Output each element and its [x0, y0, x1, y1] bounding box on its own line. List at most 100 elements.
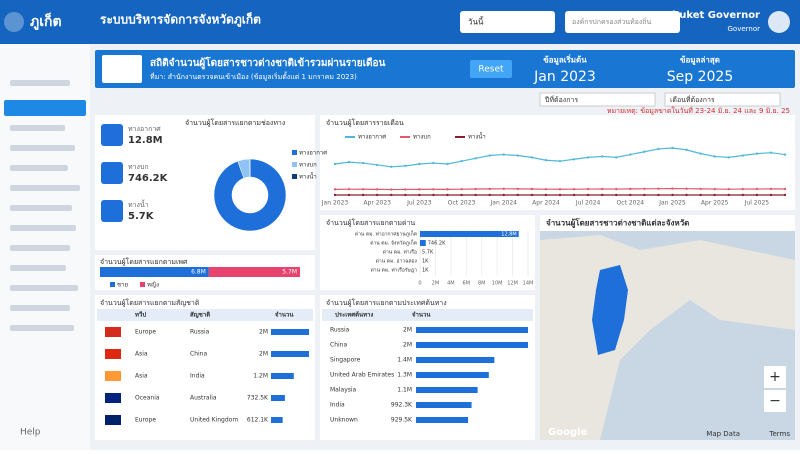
line-point [671, 194, 673, 196]
line-point [517, 188, 519, 190]
line-point [629, 194, 631, 196]
value-label: 2M [403, 342, 412, 349]
x-tick-label: Jan 2023 [321, 200, 349, 207]
donut-title: จำนวนผู้โดยสารแยกตามช่องทาง [185, 118, 285, 127]
value-bar [416, 402, 472, 408]
line-point [474, 157, 476, 159]
line-point [657, 148, 659, 150]
line-point [446, 163, 448, 165]
line-point [699, 188, 701, 190]
value-label: 2M [403, 327, 412, 334]
note: หมายเหตุ: ข้อมูลขาดในวันที่ 23-24 มิ.ย. … [607, 106, 790, 115]
map-terms[interactable]: Terms [768, 430, 790, 438]
line-point [728, 194, 730, 196]
line-point [742, 188, 744, 190]
checkpoint-value: 5.7K [422, 250, 434, 256]
line-point [460, 194, 462, 196]
line-point [685, 149, 687, 151]
line-point [390, 188, 392, 190]
line-point [643, 194, 645, 196]
country: China [190, 351, 207, 358]
value-label: 2M [259, 351, 268, 358]
country: Singapore [330, 357, 361, 364]
country: India [330, 402, 345, 409]
kpi-icon [101, 200, 123, 222]
x-tick-label: Apr 2024 [532, 200, 560, 207]
zoom-in-label[interactable]: + [769, 369, 781, 385]
value-bar [416, 417, 468, 423]
line-point [573, 194, 575, 196]
zoom-out-label[interactable]: − [769, 393, 781, 409]
checkpoint-label: ด่าน ตม. อ่าวฉลอง [376, 259, 418, 265]
line-point [742, 154, 744, 156]
line-point [488, 188, 490, 190]
value-bar [271, 395, 285, 401]
gender-value: 6.8M [191, 269, 206, 276]
line-point [601, 155, 603, 157]
line-point [531, 194, 533, 196]
line-point [615, 156, 617, 158]
value-label: 1.2M [253, 373, 268, 380]
period-filter[interactable]: วันนี้ [468, 16, 484, 27]
map-data[interactable]: Map Data [706, 430, 740, 438]
country: Unknown [330, 417, 358, 424]
line-point [418, 194, 420, 196]
line-point [376, 164, 378, 166]
filter-label[interactable]: เดือนที่ต้องการ [670, 95, 715, 104]
line-point [587, 156, 589, 158]
x-tick-label: 0 [418, 281, 421, 287]
line-point [573, 188, 575, 190]
line-point [404, 188, 406, 190]
brand-logo [768, 11, 790, 33]
kpi-icon [101, 162, 123, 184]
line-point [601, 194, 603, 196]
x-tick-label: Apr 2023 [363, 200, 391, 207]
x-tick-label: Jul 2024 [575, 200, 601, 207]
line-point [784, 188, 786, 190]
line-point [488, 194, 490, 196]
line-point [671, 187, 673, 189]
checkpoint-label: ด่าน ตม. ท่าอากาศยานภูเก็ต [355, 230, 417, 238]
legend-label: ทางอากาศ [358, 134, 386, 141]
column-header: จำนวน [412, 311, 431, 319]
value-bar [271, 351, 309, 357]
line-point [334, 194, 336, 196]
banner-logo [102, 55, 142, 83]
line-point [559, 188, 561, 190]
country: India [190, 373, 205, 380]
line-point [643, 151, 645, 153]
search-placeholder[interactable]: องค์กรปกครองส่วนท้องถิ่น [572, 17, 652, 26]
line-point [446, 188, 448, 190]
line-point [587, 188, 589, 190]
kpi-value: 12.8M [128, 135, 163, 146]
value-bar [416, 342, 528, 348]
gender-title: จำนวนผู้โดยสารแยกตามเพศ [100, 257, 188, 266]
menu-active[interactable] [4, 100, 86, 116]
region: Asia [135, 373, 148, 380]
x-tick-label: Apr 2025 [701, 200, 729, 207]
flag [105, 327, 121, 337]
brand: Phuket Governor [665, 10, 760, 21]
line-point [432, 194, 434, 196]
country: United Arab Emirates [330, 372, 394, 379]
x-tick-label: Oct 2023 [448, 200, 476, 207]
x-tick-label: Jan 2025 [658, 200, 686, 207]
line-point [474, 188, 476, 190]
line-point [770, 188, 772, 190]
x-tick-label: 12M [507, 281, 518, 287]
line-point [671, 147, 673, 149]
help[interactable]: Help [20, 428, 41, 438]
flag [105, 349, 121, 359]
line-point [362, 162, 364, 164]
table-title: จำนวนผู้โดยสารแยกตามสัญชาติ [100, 298, 200, 307]
reset-label[interactable]: Reset [478, 65, 504, 75]
line-point [545, 194, 547, 196]
line-point [531, 188, 533, 190]
checkpoint-label: ด่าน ตม. ท่าเรือรัษฎา [371, 267, 418, 274]
filter-label[interactable]: ปีที่ต้องการ [545, 95, 579, 104]
kpi-label: ทางอากาศ [128, 125, 161, 133]
x-tick-label: Jul 2023 [406, 200, 432, 207]
x-tick-label: Oct 2024 [617, 200, 645, 207]
line-point [503, 194, 505, 196]
line-point [418, 188, 420, 190]
